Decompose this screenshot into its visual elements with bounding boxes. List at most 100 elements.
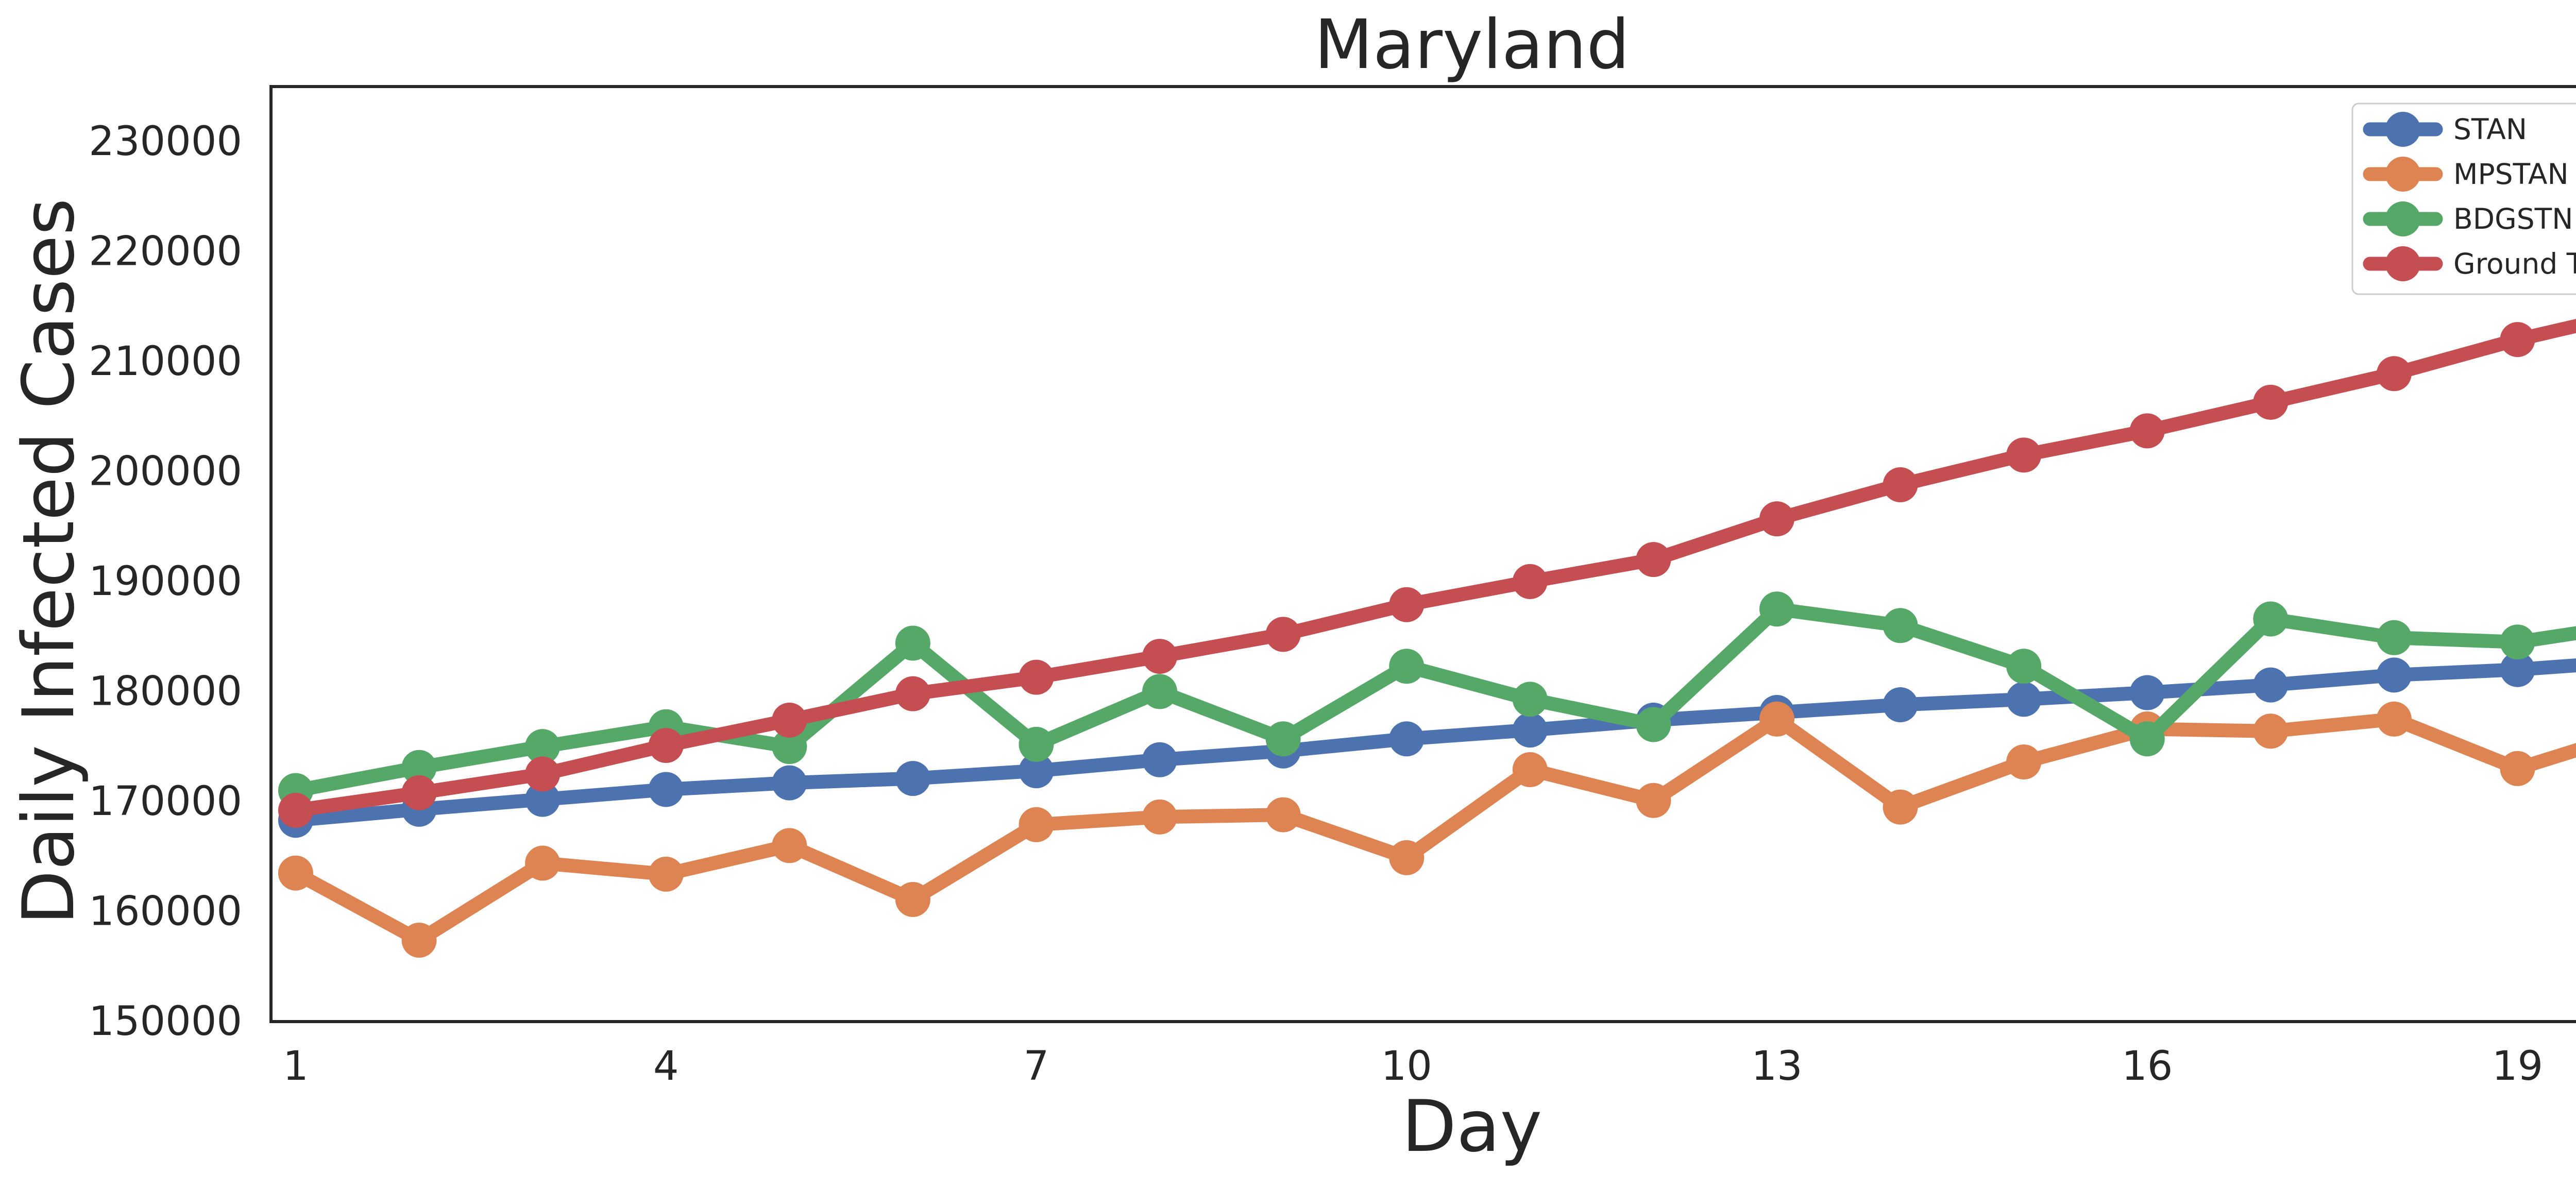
data-point-stan bbox=[895, 761, 930, 796]
legend-label: MPSTAN bbox=[2453, 158, 2569, 191]
series-line-mpstan bbox=[289, 712, 2576, 947]
data-point-stan bbox=[2500, 652, 2535, 687]
series-ground-truth bbox=[278, 318, 2576, 828]
legend-item-mpstan: MPSTAN bbox=[2363, 157, 2569, 192]
legend-item-stan: STAN bbox=[2363, 112, 2527, 147]
data-point-stan bbox=[1512, 712, 1548, 748]
x-axis-label: Day bbox=[1402, 1085, 1543, 1168]
data-point-mpstan bbox=[1883, 789, 1918, 825]
data-point-stan bbox=[772, 765, 807, 801]
legend-label: BDGSTN bbox=[2453, 202, 2573, 235]
data-point-stan bbox=[1883, 687, 1918, 723]
x-tick-label: 13 bbox=[1751, 1043, 1802, 1090]
data-point-mpstan bbox=[1512, 752, 1548, 788]
x-tick-label: 4 bbox=[653, 1043, 679, 1090]
data-point-stan bbox=[525, 782, 561, 817]
data-point-bdgstn bbox=[772, 729, 807, 765]
data-point-mpstan bbox=[1142, 799, 1178, 835]
data-point-mpstan bbox=[895, 881, 930, 917]
series-lines bbox=[278, 318, 2576, 958]
data-point-bdgstn bbox=[895, 625, 930, 661]
legend-frame bbox=[2351, 103, 2576, 295]
axis-ticks: 1 4 7 10 13 16 19 150000 160000 170000 180000 19000… bbox=[89, 118, 2543, 1090]
data-point-stan bbox=[1389, 721, 1425, 757]
data-point-bdgstn bbox=[1883, 608, 1918, 643]
y-axis-label: Daily Infected Cases bbox=[7, 198, 90, 925]
data-point-ground-truth bbox=[1019, 659, 1054, 695]
series-bdgstn bbox=[278, 591, 2576, 808]
series-line-stan bbox=[289, 658, 2576, 827]
data-point-bdgstn bbox=[1636, 707, 1671, 742]
x-tick-label: 7 bbox=[1024, 1043, 1049, 1090]
data-point-bdgstn bbox=[1389, 649, 1425, 684]
y-tick-label: 150000 bbox=[89, 998, 242, 1045]
data-point-ground-truth bbox=[1512, 564, 1548, 599]
data-point-bdgstn bbox=[2006, 649, 2042, 684]
data-point-bdgstn bbox=[2376, 620, 2412, 655]
data-point-mpstan bbox=[1389, 840, 1425, 875]
data-point-ground-truth bbox=[1759, 501, 1794, 537]
data-point-bdgstn bbox=[2129, 721, 2165, 757]
y-tick-label: 230000 bbox=[89, 118, 242, 165]
data-point-bdgstn bbox=[401, 750, 437, 785]
legend-swatch-marker bbox=[2385, 201, 2420, 236]
series-line-bdgstn bbox=[289, 602, 2576, 798]
x-tick-label: 16 bbox=[2122, 1043, 2173, 1090]
y-tick-label: 210000 bbox=[89, 338, 242, 385]
data-point-stan bbox=[1142, 742, 1178, 777]
x-tick-label: 1 bbox=[283, 1043, 309, 1090]
data-point-mpstan bbox=[1636, 783, 1671, 818]
data-point-mpstan bbox=[772, 828, 807, 863]
legend-label: Ground Truth bbox=[2453, 247, 2576, 280]
data-point-bdgstn bbox=[1759, 591, 1794, 627]
y-tick-label: 200000 bbox=[89, 448, 242, 495]
data-point-mpstan bbox=[2376, 701, 2412, 737]
data-point-bdgstn bbox=[1265, 721, 1301, 757]
data-point-ground-truth bbox=[895, 676, 930, 711]
data-point-mpstan bbox=[2500, 751, 2535, 786]
legend-label: STAN bbox=[2453, 113, 2527, 146]
y-tick-label: 220000 bbox=[89, 228, 242, 275]
x-tick-label: 10 bbox=[1381, 1043, 1432, 1090]
legend: STAN MPSTAN BDGSTN Ground Truth bbox=[2351, 103, 2576, 295]
data-point-ground-truth bbox=[1883, 467, 1918, 502]
data-point-stan bbox=[648, 772, 684, 807]
data-point-bdgstn bbox=[2500, 624, 2535, 660]
data-point-bdgstn bbox=[1512, 682, 1548, 717]
data-point-ground-truth bbox=[1636, 542, 1671, 577]
chart-title: Maryland bbox=[1314, 5, 1630, 84]
data-point-stan bbox=[2006, 682, 2042, 717]
data-point-mpstan bbox=[1265, 797, 1301, 833]
data-point-ground-truth bbox=[278, 793, 313, 828]
data-point-ground-truth bbox=[525, 756, 561, 792]
data-point-mpstan bbox=[2006, 744, 2042, 780]
data-point-bdgstn bbox=[1142, 674, 1178, 709]
data-point-mpstan bbox=[525, 845, 561, 881]
series-stan bbox=[278, 652, 2576, 838]
data-point-ground-truth bbox=[2376, 356, 2412, 392]
legend-swatch-marker bbox=[2385, 246, 2420, 281]
legend-item-bdgstn: BDGSTN bbox=[2363, 201, 2573, 236]
plot-frame bbox=[269, 85, 2576, 1023]
data-point-mpstan bbox=[1759, 701, 1794, 737]
data-point-ground-truth bbox=[772, 702, 807, 738]
plot-area bbox=[278, 318, 2576, 958]
series-line-ground-truth bbox=[289, 318, 2576, 818]
legend-swatch-marker bbox=[2385, 157, 2420, 192]
data-point-stan bbox=[2376, 657, 2412, 693]
data-point-mpstan bbox=[401, 922, 437, 958]
legend-swatch-marker bbox=[2385, 112, 2420, 147]
y-tick-label: 160000 bbox=[89, 888, 242, 935]
data-point-ground-truth bbox=[2253, 384, 2289, 420]
data-point-ground-truth bbox=[648, 728, 684, 763]
y-tick-label: 190000 bbox=[89, 558, 242, 605]
data-point-bdgstn bbox=[2253, 601, 2289, 637]
data-point-stan bbox=[2129, 675, 2165, 710]
data-point-stan bbox=[1019, 753, 1054, 789]
data-point-ground-truth bbox=[2006, 437, 2042, 473]
x-tick-label: 19 bbox=[2492, 1043, 2543, 1090]
data-point-ground-truth bbox=[1142, 639, 1178, 674]
y-tick-label: 170000 bbox=[89, 778, 242, 825]
